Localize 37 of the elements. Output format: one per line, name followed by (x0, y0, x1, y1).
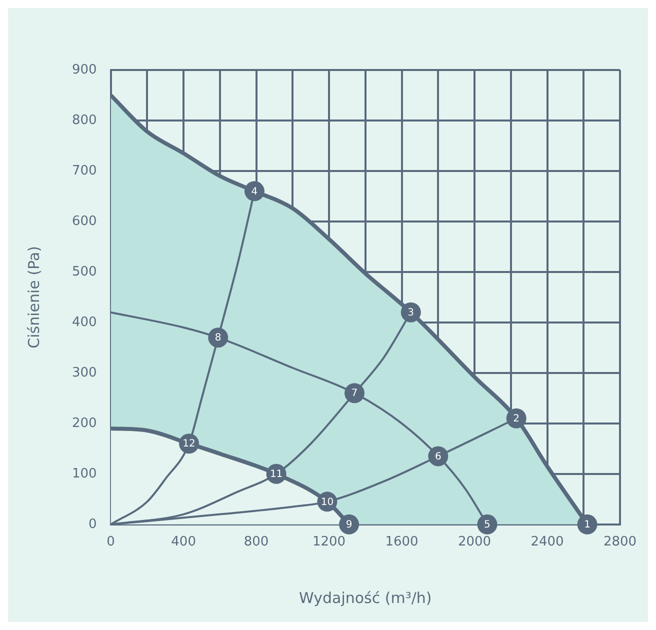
point (244, 181, 264, 202)
point (477, 514, 498, 534)
y-tick-label: 600 (72, 214, 97, 229)
annotation: 3 (408, 307, 414, 318)
x-tick-label: 2000 (458, 534, 492, 550)
annotation: 8 (214, 332, 222, 344)
point (506, 408, 526, 428)
x-tick-label: 800 (244, 534, 269, 550)
y-tick-label: 400 (72, 314, 97, 330)
annotation: 2 (513, 413, 520, 424)
y-tick-label: 200 (72, 416, 97, 431)
y-tick-label: 500 (72, 264, 97, 280)
x-tick-label: 400 (171, 534, 196, 550)
x-tick-label: 1200 (312, 534, 346, 550)
y-tick-label: 0 (88, 516, 97, 532)
y-tick-label: 700 (72, 163, 97, 178)
y-tick-label: 100 (72, 466, 97, 482)
annotation: 5 (484, 519, 490, 530)
annotation: 12 (182, 438, 196, 450)
y-axis-title: Ciśnienie (Pa) (24, 246, 43, 348)
x-tick-label: 2400 (530, 534, 564, 550)
annotation: 7 (351, 388, 358, 400)
annotation: 11 (270, 469, 283, 480)
annotation: 4 (251, 186, 258, 198)
x-tick-label: 0 (106, 534, 115, 550)
annotation: 1 (584, 519, 590, 530)
annotation: 10 (320, 496, 334, 508)
point (208, 328, 228, 348)
y-tick-label: 800 (72, 112, 97, 128)
annotation: 9 (346, 519, 352, 530)
y-tick-label: 300 (72, 365, 97, 380)
x-tick-label: 1600 (385, 534, 418, 550)
point (344, 383, 364, 404)
annotation: 6 (434, 451, 442, 462)
y-tick-label: 900 (72, 62, 97, 78)
x-tick-label: 2800 (603, 534, 637, 550)
x-axis-title: Wydajność (m³/h) (299, 588, 432, 607)
